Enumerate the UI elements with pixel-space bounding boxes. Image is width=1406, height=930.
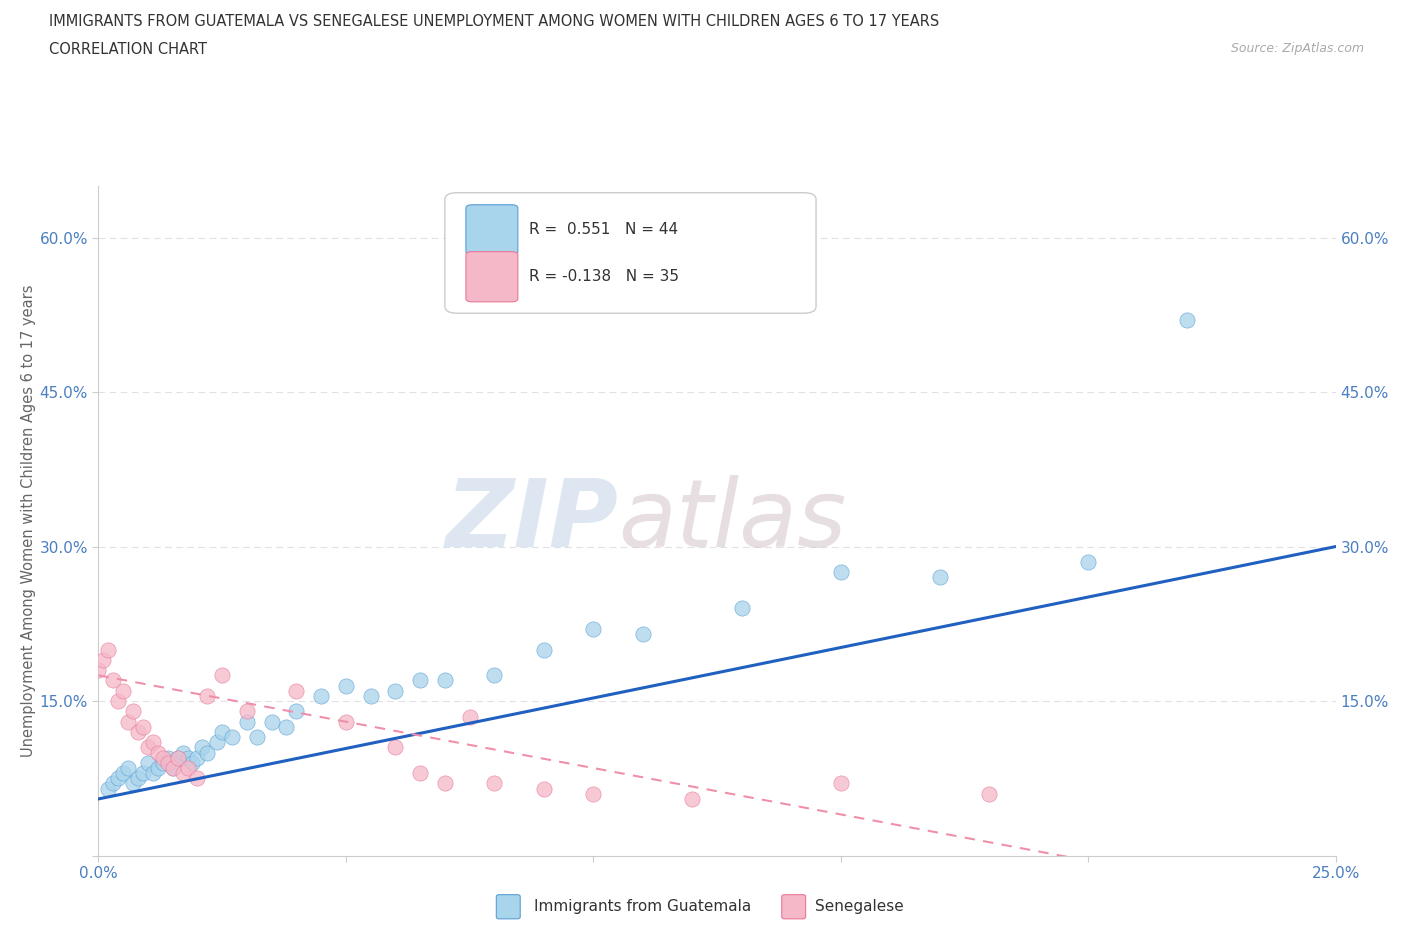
- Text: Source: ZipAtlas.com: Source: ZipAtlas.com: [1230, 42, 1364, 55]
- Point: [87, 663, 110, 678]
- Point: [335, 678, 357, 693]
- Point: [191, 740, 214, 755]
- Point: [458, 709, 481, 724]
- Point: [211, 668, 233, 683]
- Point: [309, 688, 332, 703]
- FancyBboxPatch shape: [465, 205, 517, 255]
- Point: [195, 745, 218, 760]
- FancyBboxPatch shape: [444, 193, 815, 313]
- Point: [122, 704, 145, 719]
- Point: [146, 745, 169, 760]
- Point: [582, 621, 605, 636]
- Text: IMMIGRANTS FROM GUATEMALA VS SENEGALESE UNEMPLOYMENT AMONG WOMEN WITH CHILDREN A: IMMIGRANTS FROM GUATEMALA VS SENEGALESE …: [49, 14, 939, 29]
- Point: [631, 627, 654, 642]
- Point: [433, 776, 456, 790]
- Point: [979, 787, 1001, 802]
- Y-axis label: Unemployment Among Women with Children Ages 6 to 17 years: Unemployment Among Women with Children A…: [21, 285, 37, 757]
- Point: [162, 761, 184, 776]
- Point: [1175, 312, 1198, 327]
- Point: [582, 787, 605, 802]
- Point: [117, 761, 139, 776]
- Point: [127, 771, 149, 786]
- Point: [93, 653, 115, 668]
- Point: [166, 751, 188, 765]
- Point: [172, 765, 194, 780]
- Point: [132, 720, 155, 735]
- Point: [136, 755, 159, 770]
- Text: ZIP: ZIP: [446, 475, 619, 566]
- Point: [236, 704, 259, 719]
- Point: [107, 694, 129, 709]
- Point: [156, 755, 179, 770]
- Point: [260, 714, 283, 729]
- Point: [928, 570, 950, 585]
- Point: [484, 668, 506, 683]
- Point: [533, 642, 555, 657]
- Point: [176, 751, 198, 765]
- Point: [384, 740, 406, 755]
- Point: [205, 735, 228, 750]
- Point: [107, 771, 129, 786]
- Point: [127, 724, 149, 739]
- Point: [103, 673, 125, 688]
- Point: [132, 765, 155, 780]
- Point: [433, 673, 456, 688]
- FancyBboxPatch shape: [465, 252, 517, 302]
- Point: [384, 684, 406, 698]
- Point: [731, 601, 754, 616]
- Point: [97, 781, 120, 796]
- Point: [166, 751, 188, 765]
- Point: [285, 704, 308, 719]
- Point: [117, 714, 139, 729]
- Text: CORRELATION CHART: CORRELATION CHART: [49, 42, 207, 57]
- Point: [112, 684, 135, 698]
- Point: [186, 751, 208, 765]
- Point: [221, 730, 243, 745]
- Point: [409, 765, 432, 780]
- Text: atlas: atlas: [619, 475, 846, 566]
- Point: [285, 684, 308, 698]
- Point: [186, 771, 208, 786]
- Point: [136, 740, 159, 755]
- Point: [246, 730, 269, 745]
- Point: [830, 565, 852, 579]
- Point: [162, 761, 184, 776]
- Point: [156, 751, 179, 765]
- Point: [236, 714, 259, 729]
- Point: [181, 755, 204, 770]
- Point: [830, 776, 852, 790]
- Text: R = -0.138   N = 35: R = -0.138 N = 35: [529, 269, 679, 284]
- Point: [409, 673, 432, 688]
- Point: [211, 724, 233, 739]
- Point: [97, 642, 120, 657]
- Point: [484, 776, 506, 790]
- Point: [360, 688, 382, 703]
- Point: [335, 714, 357, 729]
- Point: [122, 776, 145, 790]
- Point: [1077, 554, 1099, 569]
- Point: [142, 765, 165, 780]
- Point: [142, 735, 165, 750]
- Point: [103, 776, 125, 790]
- Text: R =  0.551   N = 44: R = 0.551 N = 44: [529, 222, 678, 237]
- Point: [172, 745, 194, 760]
- Point: [276, 720, 298, 735]
- Point: [195, 688, 218, 703]
- Point: [176, 761, 198, 776]
- Point: [681, 791, 703, 806]
- Point: [152, 751, 174, 765]
- Point: [112, 765, 135, 780]
- Text: Senegalese: Senegalese: [815, 899, 904, 914]
- Point: [146, 761, 169, 776]
- Point: [152, 755, 174, 770]
- Point: [533, 781, 555, 796]
- Text: Immigrants from Guatemala: Immigrants from Guatemala: [534, 899, 752, 914]
